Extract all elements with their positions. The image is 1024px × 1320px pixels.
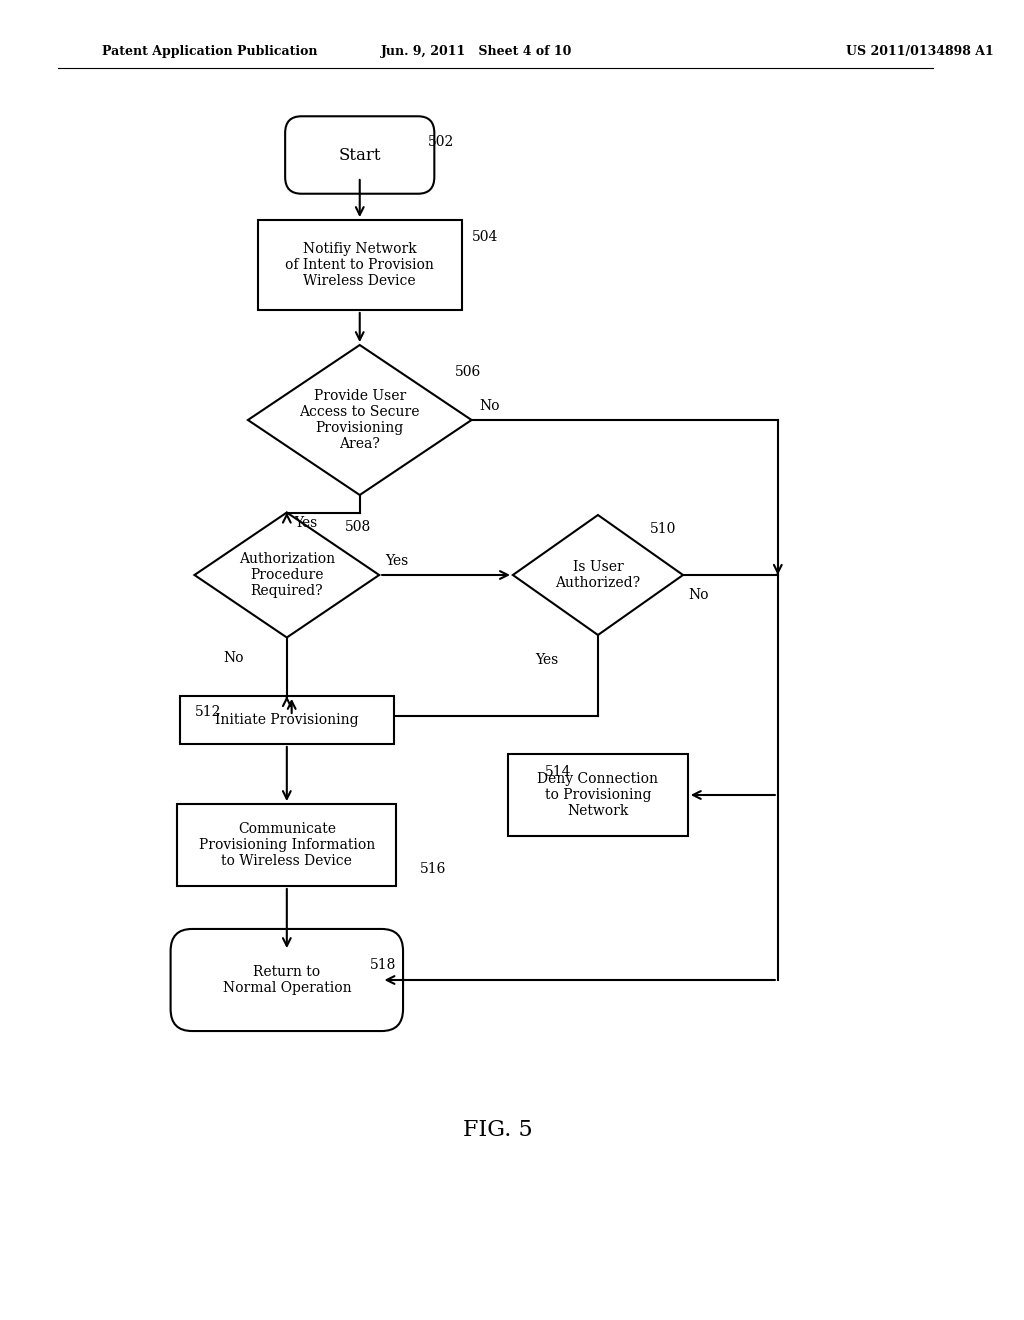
Text: Yes: Yes xyxy=(385,554,409,568)
Bar xyxy=(177,804,396,886)
Text: 510: 510 xyxy=(649,521,676,536)
Text: 518: 518 xyxy=(370,958,396,972)
Text: 506: 506 xyxy=(455,366,481,379)
Polygon shape xyxy=(248,345,471,495)
Text: Patent Application Publication: Patent Application Publication xyxy=(102,45,317,58)
FancyBboxPatch shape xyxy=(285,116,434,194)
Text: Notifiy Network
of Intent to Provision
Wireless Device: Notifiy Network of Intent to Provision W… xyxy=(286,242,434,288)
Text: Return to
Normal Operation: Return to Normal Operation xyxy=(222,965,351,995)
Polygon shape xyxy=(195,512,379,638)
Bar xyxy=(258,220,462,310)
Text: No: No xyxy=(689,587,710,602)
Text: No: No xyxy=(223,651,244,664)
Text: Jun. 9, 2011   Sheet 4 of 10: Jun. 9, 2011 Sheet 4 of 10 xyxy=(381,45,572,58)
Text: US 2011/0134898 A1: US 2011/0134898 A1 xyxy=(846,45,993,58)
Text: 512: 512 xyxy=(195,705,221,719)
Text: Is User
Authorized?: Is User Authorized? xyxy=(555,560,640,590)
Text: Communicate
Provisioning Information
to Wireless Device: Communicate Provisioning Information to … xyxy=(199,822,375,869)
Text: 516: 516 xyxy=(420,862,446,876)
Bar xyxy=(508,754,688,836)
Text: Yes: Yes xyxy=(295,516,317,531)
Text: Authorization
Procedure
Required?: Authorization Procedure Required? xyxy=(239,552,335,598)
Text: 504: 504 xyxy=(471,230,498,244)
Bar xyxy=(180,696,394,744)
Text: Yes: Yes xyxy=(535,653,558,667)
Text: No: No xyxy=(479,399,500,413)
Text: FIG. 5: FIG. 5 xyxy=(463,1119,532,1140)
Text: 508: 508 xyxy=(345,520,372,535)
Text: Start: Start xyxy=(339,147,381,164)
FancyBboxPatch shape xyxy=(171,929,403,1031)
Text: Provide User
Access to Secure
Provisioning
Area?: Provide User Access to Secure Provisioni… xyxy=(299,388,420,451)
Text: Deny Connection
to Provisioning
Network: Deny Connection to Provisioning Network xyxy=(538,772,658,818)
Text: 514: 514 xyxy=(545,766,571,779)
Text: Initiate Provisioning: Initiate Provisioning xyxy=(215,713,358,727)
Text: 502: 502 xyxy=(428,135,454,149)
Polygon shape xyxy=(513,515,683,635)
